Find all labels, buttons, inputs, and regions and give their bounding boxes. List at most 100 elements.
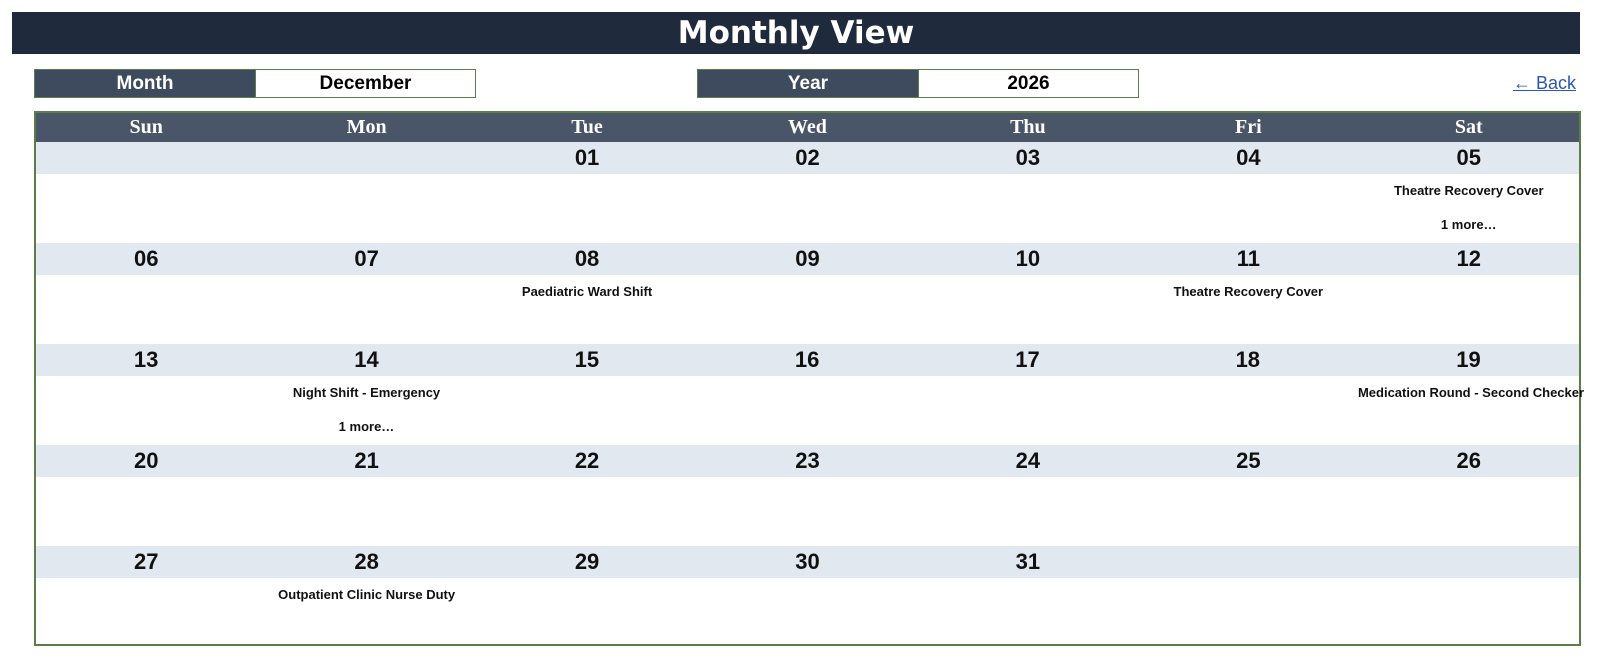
day-number: 01	[574, 145, 600, 170]
event-item[interactable]: Night Shift - Emergency	[292, 385, 441, 400]
day-number: 22	[574, 448, 600, 473]
day-cell[interactable]: 16	[697, 344, 917, 445]
day-cell[interactable]: 03	[918, 142, 1138, 243]
calendar-grid: Sun Mon Tue Wed Thu Fri Sat 01 02 03 04 05 Theatre …	[34, 111, 1585, 647]
weekday-header-row: Sun Mon Tue Wed Thu Fri Sat	[36, 113, 1579, 142]
day-cell[interactable]: 05 Theatre Recovery Cover 1 more…	[1359, 142, 1579, 243]
day-cell[interactable]: 21	[256, 445, 476, 546]
event-item[interactable]: Medication Round - Second Checker	[1357, 385, 1585, 400]
day-cell[interactable]: 29	[477, 546, 697, 647]
day-number: 25	[1236, 448, 1261, 473]
day-cell[interactable]: 24	[918, 445, 1138, 546]
event-item[interactable]: Theatre Recovery Cover	[1393, 183, 1544, 198]
day-cell[interactable]: 20	[36, 445, 256, 546]
day-cell[interactable]: 08 Paediatric Ward Shift	[477, 243, 697, 344]
day-number: 21	[354, 448, 379, 473]
day-cell[interactable]: 10	[918, 243, 1138, 344]
month-label: Month	[35, 70, 256, 97]
day-cell[interactable]: 30	[697, 546, 917, 647]
day-cell[interactable]: 07	[256, 243, 476, 344]
day-number: 13	[133, 347, 159, 372]
day-number: 14	[354, 347, 379, 372]
day-number	[1138, 546, 1358, 578]
day-cell[interactable]: 14 Night Shift - Emergency 1 more…	[256, 344, 476, 445]
day-cell[interactable]	[36, 142, 256, 243]
more-events-link[interactable]: 1 more…	[1440, 217, 1497, 232]
weekday-header-mon: Mon	[346, 116, 387, 138]
day-number: 11	[1236, 246, 1260, 271]
day-number: 04	[1236, 145, 1261, 170]
day-number	[36, 142, 256, 174]
overflow-mask	[1585, 380, 1600, 410]
day-cell[interactable]: 11 Theatre Recovery Cover	[1138, 243, 1358, 344]
calendar-week-row: 06 07 08 Paediatric Ward Shift 09 10 11 Theatre…	[36, 243, 1579, 344]
day-number	[1359, 546, 1579, 578]
day-number: 18	[1235, 347, 1261, 372]
day-cell[interactable]	[1359, 546, 1579, 647]
weekday-header-tue: Tue	[571, 116, 603, 138]
calendar-week-row: 13 14 Night Shift - Emergency 1 more… 15 16 17…	[36, 344, 1585, 445]
day-number: 15	[574, 347, 600, 372]
event-item[interactable]: Outpatient Clinic Nurse Duty	[278, 587, 456, 602]
day-number: 10	[1015, 246, 1041, 271]
day-cell[interactable]: 19 Medication Round - Second Checker	[1357, 344, 1585, 445]
day-cell[interactable]: 13	[36, 344, 256, 445]
weekday-header-thu: Thu	[1010, 116, 1046, 138]
day-number: 03	[1015, 145, 1041, 170]
day-number: 16	[794, 347, 820, 372]
calendar-week-row: 27 28 Outpatient Clinic Nurse Duty 29 30 31	[36, 546, 1579, 647]
day-cell[interactable]: 27	[36, 546, 256, 647]
day-cell[interactable]: 12	[1359, 243, 1579, 344]
day-cell[interactable]	[1138, 546, 1358, 647]
day-number: 23	[795, 448, 820, 473]
weekday-header-wed: Wed	[788, 116, 827, 138]
day-cell[interactable]: 18	[1138, 344, 1358, 445]
day-number: 27	[133, 549, 159, 574]
month-value-field[interactable]: December	[319, 72, 412, 94]
year-label: Year	[698, 70, 919, 97]
day-number: 20	[133, 448, 159, 473]
day-number: 29	[574, 549, 600, 574]
year-value-field[interactable]: 2026	[1007, 72, 1050, 94]
back-link[interactable]: ← Back	[1512, 73, 1576, 93]
year-selector: Year 2026	[697, 69, 1139, 98]
day-number: 12	[1456, 246, 1481, 271]
day-cell[interactable]: 23	[697, 445, 917, 546]
day-cell[interactable]: 28 Outpatient Clinic Nurse Duty	[256, 546, 476, 647]
weekday-header-sat: Sat	[1454, 116, 1483, 138]
day-number: 07	[354, 246, 379, 271]
day-number: 09	[795, 246, 820, 271]
calendar-weeks: 01 02 03 04 05 Theatre Recovery Cover 1 more… 0…	[36, 142, 1585, 647]
day-cell[interactable]: 15	[477, 344, 697, 445]
day-cell[interactable]: 26	[1359, 445, 1579, 546]
day-number	[256, 142, 476, 174]
day-cell[interactable]: 06	[36, 243, 256, 344]
day-number: 08	[574, 246, 600, 271]
event-item[interactable]: Theatre Recovery Cover	[1173, 284, 1324, 299]
weekday-header-fri: Fri	[1234, 116, 1262, 138]
more-events-link[interactable]: 1 more…	[338, 419, 395, 434]
day-number: 31	[1015, 549, 1041, 574]
day-cell[interactable]: 25	[1138, 445, 1358, 546]
day-number: 28	[354, 549, 379, 574]
day-cell[interactable]: 02	[697, 142, 917, 243]
day-number: 24	[1015, 448, 1041, 473]
day-cell[interactable]	[256, 142, 476, 243]
day-number: 05	[1456, 145, 1481, 170]
day-cell[interactable]: 09	[697, 243, 917, 344]
event-item[interactable]: Paediatric Ward Shift	[521, 284, 653, 299]
day-cell[interactable]: 22	[477, 445, 697, 546]
day-number: 19	[1456, 347, 1481, 372]
day-number: 26	[1456, 448, 1481, 473]
calendar-week-row: 01 02 03 04 05 Theatre Recovery Cover 1 more…	[36, 142, 1579, 243]
day-number: 02	[795, 145, 820, 170]
weekday-header-sun: Sun	[129, 116, 163, 138]
month-selector: Month December	[34, 69, 476, 98]
day-cell[interactable]: 31	[918, 546, 1138, 647]
day-number: 30	[795, 549, 820, 574]
day-number: 06	[133, 246, 159, 271]
day-number: 17	[1015, 347, 1040, 372]
day-cell[interactable]: 04	[1138, 142, 1358, 243]
day-cell[interactable]: 01	[477, 142, 697, 243]
day-cell[interactable]: 17	[917, 344, 1137, 445]
